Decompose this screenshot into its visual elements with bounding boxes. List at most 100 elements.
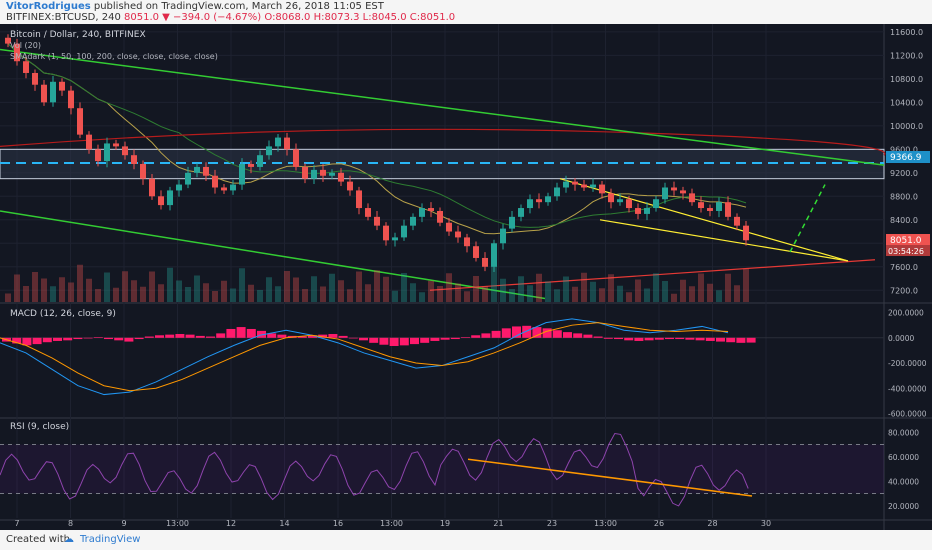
- macd-histogram-bar: [716, 337, 725, 342]
- volume-bar: [122, 271, 128, 302]
- volume-bar: [14, 274, 20, 302]
- candle-body: [581, 184, 587, 188]
- macd-histogram-bar: [155, 335, 164, 338]
- macd-histogram-bar: [267, 333, 277, 338]
- volume-bar: [329, 273, 335, 302]
- macd-histogram-bar: [206, 336, 215, 338]
- volume-bar: [509, 289, 515, 302]
- volume-bar: [680, 279, 686, 302]
- macd-histogram-bar: [83, 337, 93, 339]
- chart-canvas[interactable]: 7 8 9 13:00 12 14 16 13:00 19 21 23 13:00 26 28 30 1160…: [0, 24, 932, 530]
- x-tick-label: 30: [761, 519, 771, 528]
- candle-body: [131, 155, 137, 164]
- volume-bar: [248, 284, 254, 302]
- volume-bar: [500, 278, 506, 302]
- macd-histogram-bar: [22, 337, 32, 346]
- macd-histogram-bar: [389, 337, 399, 346]
- candle-body: [77, 108, 83, 135]
- volume-bar: [437, 286, 443, 302]
- macd-histogram-bar: [450, 337, 460, 340]
- macd-histogram-bar: [369, 337, 379, 343]
- candle-body: [437, 210, 443, 223]
- macd-histogram-bar: [236, 327, 246, 338]
- macd-histogram-bar: [134, 337, 144, 340]
- candle-body: [671, 187, 677, 191]
- footer: Created with ☁ TradingView: [0, 530, 932, 550]
- macd-histogram-bar: [563, 332, 572, 338]
- volume-bar: [635, 279, 641, 302]
- macd-histogram-bar: [338, 335, 348, 338]
- candle-body: [644, 208, 650, 214]
- candle-body: [464, 237, 470, 247]
- macd-histogram-bar: [593, 336, 603, 338]
- volume-bar: [131, 280, 137, 302]
- macd-histogram-bar: [634, 337, 644, 341]
- candle-body: [716, 202, 722, 211]
- macd-histogram-bar: [552, 330, 562, 338]
- volume-bar: [95, 289, 101, 302]
- macd-histogram-bar: [583, 334, 593, 338]
- candle-body: [509, 216, 515, 229]
- countdown-tag-bg: [886, 245, 930, 256]
- volume-bar: [473, 276, 479, 302]
- macd-histogram-bar: [573, 333, 583, 338]
- volume-bar: [662, 281, 668, 302]
- volume-bar: [482, 286, 488, 302]
- volume-bar: [644, 288, 650, 302]
- candle-body: [329, 172, 335, 176]
- candle-body: [41, 84, 47, 103]
- x-tick-label: 21: [493, 519, 503, 528]
- signal-line: [0, 322, 729, 392]
- macd-histogram-bar: [542, 328, 552, 338]
- candle-body: [590, 184, 596, 188]
- volume-bar: [698, 273, 704, 302]
- y-tick-label: 7200.0: [890, 286, 918, 295]
- candle-body: [662, 187, 668, 200]
- y-tick-label: 11600.0: [890, 28, 923, 37]
- volume-bar: [284, 271, 290, 302]
- candle-body: [455, 231, 461, 238]
- volume-bar: [536, 273, 542, 302]
- candle-body: [689, 193, 695, 203]
- macd-tick-label: -600.0000: [888, 409, 927, 418]
- candle-body: [59, 81, 65, 91]
- macd-histogram-bar: [685, 337, 695, 340]
- candle-body: [113, 143, 119, 147]
- volume-bar: [77, 264, 83, 302]
- macd-histogram-bar: [93, 337, 103, 338]
- macd-histogram-bar: [124, 337, 134, 342]
- volume-bar: [221, 280, 227, 302]
- tradingview-brand[interactable]: TradingView: [80, 534, 141, 545]
- candle-body: [707, 208, 713, 211]
- volume-bar: [725, 273, 731, 302]
- macd-histogram-bar: [165, 334, 175, 338]
- candle-body: [311, 169, 317, 179]
- volume-bar: [59, 277, 65, 302]
- x-tick-label: 16: [333, 519, 343, 528]
- candle-body: [122, 146, 128, 156]
- x-tick-label: 28: [707, 519, 717, 528]
- resistance-tag: 9366.9: [890, 153, 922, 163]
- candle-body: [374, 216, 380, 226]
- volume-bar: [527, 285, 533, 302]
- candle-body: [23, 61, 29, 73]
- volume-bar: [626, 292, 632, 302]
- rsi-tick-label: 60.0000: [888, 453, 919, 462]
- countdown-tag: 03:54:26: [888, 247, 924, 256]
- volume-bar: [518, 276, 524, 302]
- macd-histogram-bar: [175, 334, 185, 338]
- candle-body: [5, 37, 11, 44]
- author-name[interactable]: VitorRodrigues: [6, 1, 91, 12]
- candle-body: [527, 199, 533, 209]
- y-tick-label: 8400.0: [890, 216, 918, 225]
- candle-body: [158, 196, 164, 206]
- macd-histogram-bar: [379, 337, 389, 345]
- symbol-label: BITFINEX:BTCUSD, 240: [6, 12, 121, 23]
- y-tick-label: 11200.0: [890, 51, 923, 60]
- y-tick-label: 9600.0: [890, 145, 918, 154]
- volume-bar: [185, 287, 191, 302]
- volume-bar: [491, 266, 497, 302]
- x-tick-label: 12: [226, 519, 236, 528]
- macd-histogram-bar: [705, 337, 715, 341]
- candle-body: [203, 166, 209, 176]
